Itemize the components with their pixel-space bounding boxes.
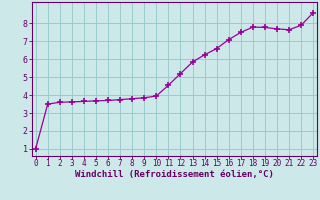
X-axis label: Windchill (Refroidissement éolien,°C): Windchill (Refroidissement éolien,°C) (75, 170, 274, 179)
